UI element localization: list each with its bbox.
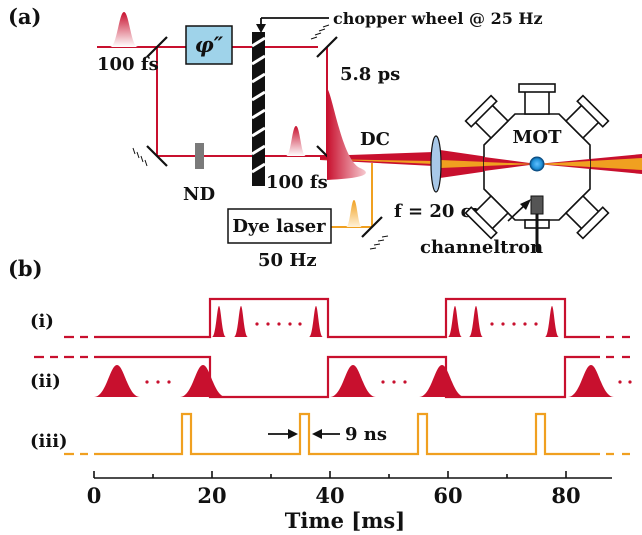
dye-laser-box <box>227 208 332 244</box>
lens-icon <box>430 135 442 193</box>
tick-label: 0 <box>87 483 102 508</box>
timing-trace-i <box>64 297 630 339</box>
nd-filter-label: ND <box>183 184 215 205</box>
mot-cloud-icon <box>529 156 545 172</box>
dye-rate-label: 50 Hz <box>258 250 317 271</box>
dc-label: DC <box>360 129 390 150</box>
lens-label: f = 20 cm <box>394 201 491 222</box>
tick-label: 40 <box>315 483 344 508</box>
channeltron-icon <box>530 195 544 215</box>
chopper-label: chopper wheel @ 25 Hz <box>333 9 543 28</box>
direct-pulse-label: 100 fs <box>266 172 328 193</box>
chirped-pulse-icon <box>327 88 366 180</box>
nd-filter <box>195 143 204 169</box>
pulse-train-i <box>212 306 559 337</box>
x-axis-title: Time [ms] <box>285 508 405 533</box>
chopper-arrow-icon <box>256 17 329 33</box>
panel-b-label: (b) <box>8 256 43 281</box>
tick-label: 60 <box>433 483 462 508</box>
mirror-hatch <box>132 24 389 250</box>
row-i-label: (i) <box>30 311 54 332</box>
direct-pulse-icon <box>286 126 306 156</box>
input-pulse-icon <box>110 12 138 47</box>
row-ii-label: (ii) <box>30 371 61 392</box>
time-axis <box>93 471 612 479</box>
phase-element-box <box>185 25 233 65</box>
timing-trace-iii <box>64 412 630 456</box>
panel-a-label: (a) <box>8 4 41 29</box>
input-pulse-label: 100 fs <box>97 54 159 75</box>
gap-arrows <box>268 429 340 439</box>
tick-label: 80 <box>551 483 580 508</box>
panel-a: (a) <box>8 4 642 271</box>
chirped-pulse-label: 5.8 ps <box>340 64 400 85</box>
chopper-wheel-icon <box>251 32 266 186</box>
channeltron-label: channeltron <box>420 237 543 258</box>
pulse-train-ii <box>94 365 632 397</box>
dye-laser-label: Dye laser <box>232 216 326 237</box>
panel-b: (b) (i) (ii) <box>8 256 632 533</box>
tick-label: 20 <box>197 483 226 508</box>
dye-pulse-icon <box>346 200 362 227</box>
mot-label: MOT <box>513 127 563 148</box>
phase-element-label: φ″ <box>195 32 224 57</box>
row-iii-label: (iii) <box>30 431 68 452</box>
gap-label: 9 ns <box>345 424 387 445</box>
